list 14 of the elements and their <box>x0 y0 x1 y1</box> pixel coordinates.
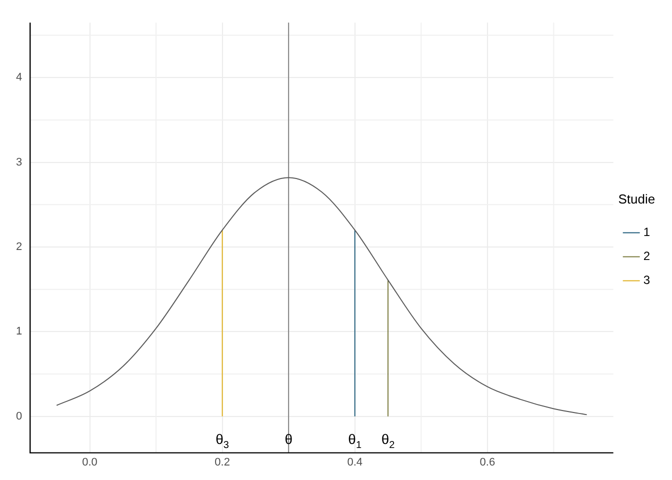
y-tick-label: 0 <box>16 410 22 422</box>
x-tick-label: 0.0 <box>82 456 98 468</box>
y-tick-label: 1 <box>16 326 22 338</box>
x-tick-label: 0.4 <box>347 456 363 468</box>
legend-title: Studie <box>618 191 656 206</box>
annotation: θ <box>284 431 293 448</box>
legend-label: 1 <box>643 225 650 240</box>
y-tick-label: 4 <box>16 72 22 84</box>
y-tick-label: 3 <box>16 156 22 168</box>
legend-label: 3 <box>643 273 650 288</box>
x-tick-label: 0.6 <box>480 456 496 468</box>
legend-label: 2 <box>643 249 650 264</box>
y-tick-label: 2 <box>16 241 22 254</box>
x-tick-label: 0.2 <box>214 456 230 468</box>
